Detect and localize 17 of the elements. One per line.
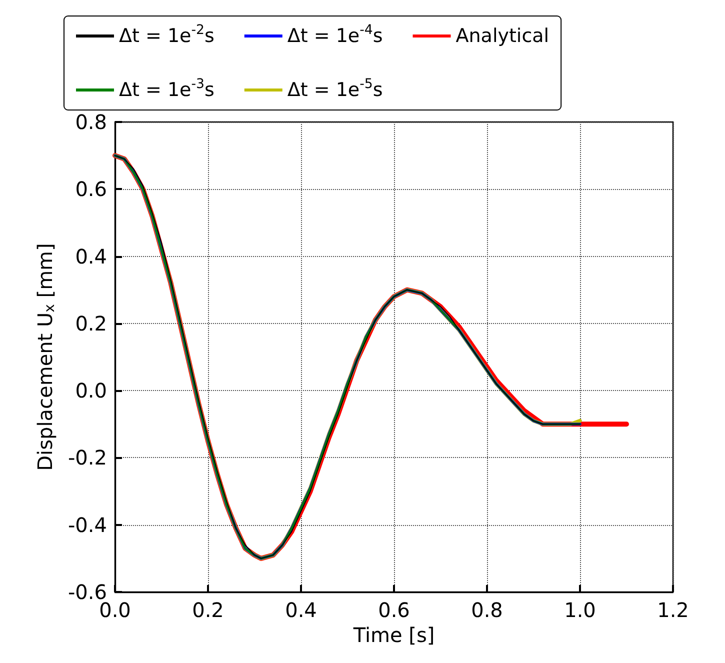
- x-tick-label: 1.2: [657, 598, 689, 622]
- x-tick-label: 0.0: [99, 598, 131, 622]
- x-tick-label: 0.4: [285, 598, 317, 622]
- x-tick-label: 1.0: [564, 598, 596, 622]
- x-tick-label: 0.2: [192, 598, 224, 622]
- y-tick-label: 0.0: [75, 378, 107, 403]
- y-tick-label: -0.2: [68, 446, 107, 470]
- x-tick-label: 0.6: [378, 598, 410, 622]
- y-tick-label: 0.8: [75, 110, 107, 134]
- x-tick-label: 0.8: [471, 598, 503, 622]
- y-axis-title: Displacement Ux [mm]: [33, 243, 58, 471]
- legend-label: Analytical: [456, 25, 550, 47]
- y-tick-label: -0.4: [68, 512, 107, 537]
- y-tick-label: 0.6: [75, 177, 107, 202]
- y-tick-label: 0.2: [75, 311, 107, 336]
- y-tick-label: 0.4: [75, 244, 107, 268]
- x-axis-title: Time [s]: [352, 622, 435, 647]
